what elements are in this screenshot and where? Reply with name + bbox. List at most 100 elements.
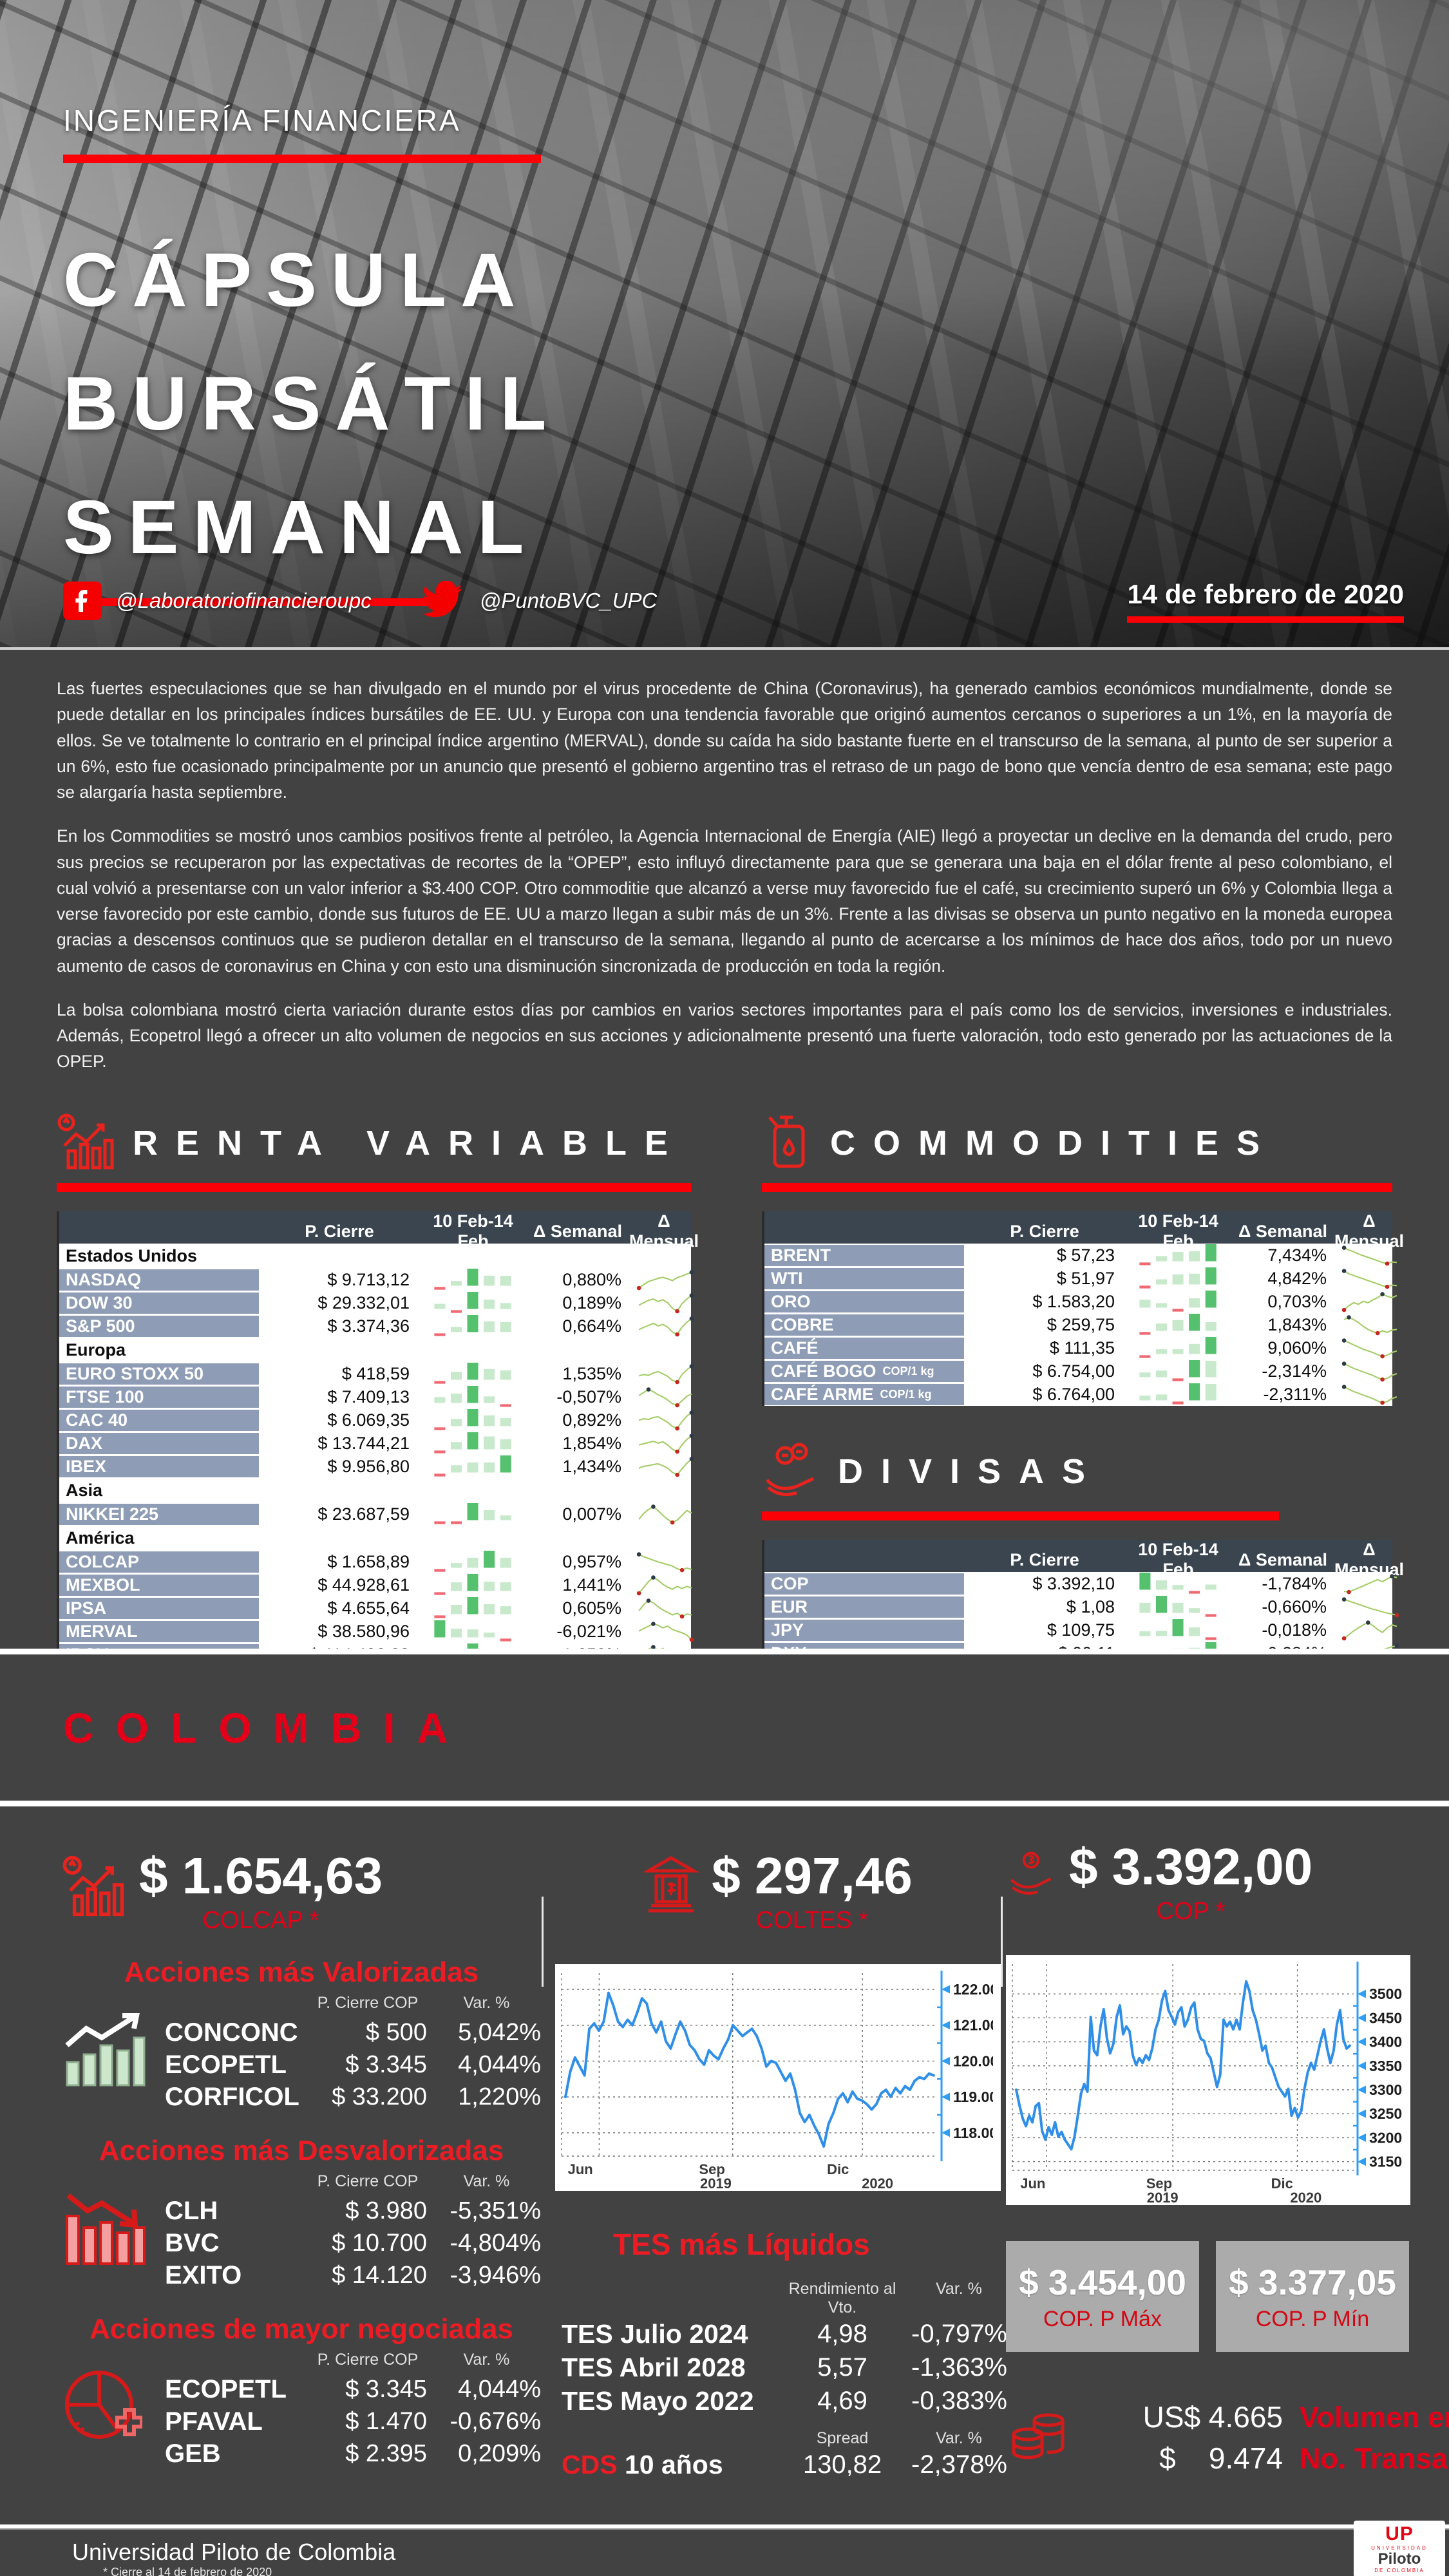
facebook-icon[interactable]	[63, 582, 102, 620]
colcap-caption: COLCAP *	[202, 1907, 319, 1934]
svg-text:Sep: Sep	[1146, 2175, 1172, 2192]
renta-variable-title: RENTA VARIABLE	[133, 1124, 686, 1162]
weekly-change: 0,284%	[1231, 1643, 1334, 1649]
weekly-change: 7,434%	[1267, 1245, 1327, 1265]
monthly-trend	[629, 1620, 701, 1643]
weekly-change: 0,703%	[1267, 1291, 1327, 1311]
index-row: CAFÉ BOGO COP/1 kg $ 6.754,00 -2,314%	[764, 1359, 1397, 1383]
title-line-1: CÁPSULA	[63, 238, 530, 323]
index-row: COLCAP $ 1.658,89 0,957%	[59, 1550, 692, 1573]
column-header-week: 10 Feb-14 Feb	[433, 1211, 513, 1251]
close-price: $ 9.956,80	[327, 1456, 410, 1476]
svg-text:Sep: Sep	[699, 2161, 724, 2177]
facebook-handle[interactable]: @Laboratoriofinancieroupc	[116, 589, 372, 612]
index-label: NASDAQ	[59, 1269, 259, 1291]
monthly-sparkline	[636, 1575, 692, 1596]
close-price: $ 111,35	[1049, 1338, 1115, 1358]
coltes-column: $ 297,46 COLTES * 122.000121.000120.0001…	[555, 1806, 1007, 2481]
stock-row: ECOPETL $ 3.345 4,044%	[165, 2373, 541, 2405]
commodities-table: P. Cierre 10 Feb-14 Feb Δ Semanal Δ Mensual…	[762, 1211, 1404, 1406]
close-price: $ 6.764,00	[1032, 1384, 1115, 1404]
monthly-trend	[1334, 1595, 1406, 1618]
index-label: COBRE	[764, 1314, 964, 1336]
weekly-bars-chart	[433, 1385, 511, 1407]
index-row: JPY $ 109,75 -0,018%	[764, 1618, 1397, 1642]
close-price: $ 109,75	[1046, 1620, 1115, 1640]
index-label: CAFÉ BOGO COP/1 kg	[764, 1360, 964, 1382]
column-price-header: P. Cierre COP	[317, 2172, 419, 2190]
weekly-bars-chart	[433, 1573, 511, 1595]
monthly-sparkline	[1341, 1620, 1397, 1641]
svg-text:3400: 3400	[1369, 2034, 1402, 2050]
weekly-bars-chart	[1139, 1336, 1217, 1358]
negociadas-table: P. Cierre COP Var. % ECOPETL $ 3.345 4,044% P…	[165, 2348, 541, 2470]
index-row: EURO STOXX 50 $ 418,59 1,535%	[59, 1362, 694, 1385]
twitter-icon[interactable]	[419, 581, 466, 621]
weekly-bars-chart	[1139, 1359, 1217, 1381]
stock-var: -0,676%	[450, 2407, 541, 2435]
monthly-trend	[1334, 1290, 1406, 1313]
weekly-bars-chart	[433, 1291, 511, 1313]
index-label: DAX	[59, 1432, 259, 1454]
valorizadas-table: P. Cierre COP Var. % CONCONC $ 500 5,042% ECO…	[165, 1991, 541, 2113]
svg-text:119.000: 119.000	[953, 2088, 993, 2105]
close-price: $ 259,75	[1046, 1314, 1115, 1334]
monthly-trend	[629, 1596, 701, 1620]
close-price: $ 1.658,89	[327, 1551, 410, 1571]
close-price: $ 6.069,35	[327, 1410, 410, 1430]
close-price: $ 51,97	[1056, 1268, 1115, 1288]
stock-price: $ 3.980	[345, 2197, 427, 2224]
svg-text:121.000: 121.000	[953, 2017, 993, 2034]
stock-price: $ 500	[365, 2018, 427, 2046]
index-table-header: P. Cierre 10 Feb-14 Feb Δ Semanal Δ Mensual	[764, 1540, 1404, 1579]
weekly-bars	[1125, 1244, 1231, 1267]
stock-ticker: PFAVAL	[165, 2407, 263, 2436]
svg-text:2019: 2019	[1147, 2190, 1179, 2205]
weekly-bars	[420, 1362, 526, 1385]
date-underline	[1127, 616, 1404, 623]
index-label: COP	[764, 1573, 964, 1595]
monthly-trend	[629, 1268, 701, 1291]
weekly-change: -6,021%	[556, 1621, 621, 1641]
monthly-sparkline	[1341, 1245, 1397, 1266]
stats-divider-1	[542, 1897, 544, 1987]
monthly-trend	[629, 1291, 701, 1314]
monthly-trend	[1334, 1359, 1406, 1383]
column-header-weekly: Δ Semanal	[533, 1221, 622, 1241]
index-row: CAFÉ $ 111,35 9,060%	[764, 1336, 1397, 1359]
monthly-trend	[1334, 1383, 1406, 1406]
weekly-bars	[420, 1314, 526, 1338]
monthly-trend	[629, 1502, 701, 1526]
weekly-bars	[1125, 1383, 1231, 1406]
title-line-2: BURSÁTIL	[63, 361, 561, 446]
weekly-bars	[420, 1408, 526, 1432]
index-label-unit: COP/1 kg	[882, 1364, 934, 1378]
monthly-sparkline	[636, 1552, 692, 1573]
weekly-bars	[420, 1432, 526, 1455]
weekly-bars-chart	[1139, 1383, 1217, 1405]
cop-min-value: $ 3.377,05	[1229, 2262, 1396, 2302]
cds-label-rest: 10 años	[617, 2449, 723, 2479]
stock-price: $ 3.345	[345, 2375, 427, 2403]
weekly-bars-chart	[1139, 1595, 1217, 1617]
renta-variable-table: P. Cierre 10 Feb-14 Feb Δ Semanal Δ Mensual…	[57, 1211, 699, 1649]
weekly-bars-chart	[1139, 1313, 1217, 1335]
close-price: $ 57,23	[1056, 1245, 1115, 1265]
monthly-sparkline	[1343, 1315, 1397, 1336]
index-label: NIKKEI 225	[59, 1503, 259, 1525]
close-price: $ 29.332,01	[317, 1293, 410, 1312]
weekly-bars	[420, 1596, 526, 1620]
tes-row: TES Abril 2028 5,57 -1,363%	[562, 2351, 1007, 2384]
weekly-change: 0,892%	[562, 1410, 621, 1430]
weekly-bars-chart	[1139, 1267, 1217, 1289]
intro-paragraph-2: En los Commodities se mostró unos cambio…	[57, 826, 1392, 976]
logo-de-colombia: DE COLOMBIA	[1374, 2568, 1425, 2573]
weekly-bars-chart	[433, 1362, 511, 1384]
weekly-bars	[420, 1573, 526, 1596]
monthly-trend	[629, 1455, 701, 1478]
twitter-handle[interactable]: @PuntoBVC_UPC	[479, 589, 658, 612]
monthly-sparkline	[1343, 1574, 1397, 1595]
stock-table-header: P. Cierre COP Var. %	[165, 2170, 541, 2195]
stock-price: $ 3.345	[345, 2050, 427, 2078]
pie-chart-icon	[62, 2367, 165, 2451]
